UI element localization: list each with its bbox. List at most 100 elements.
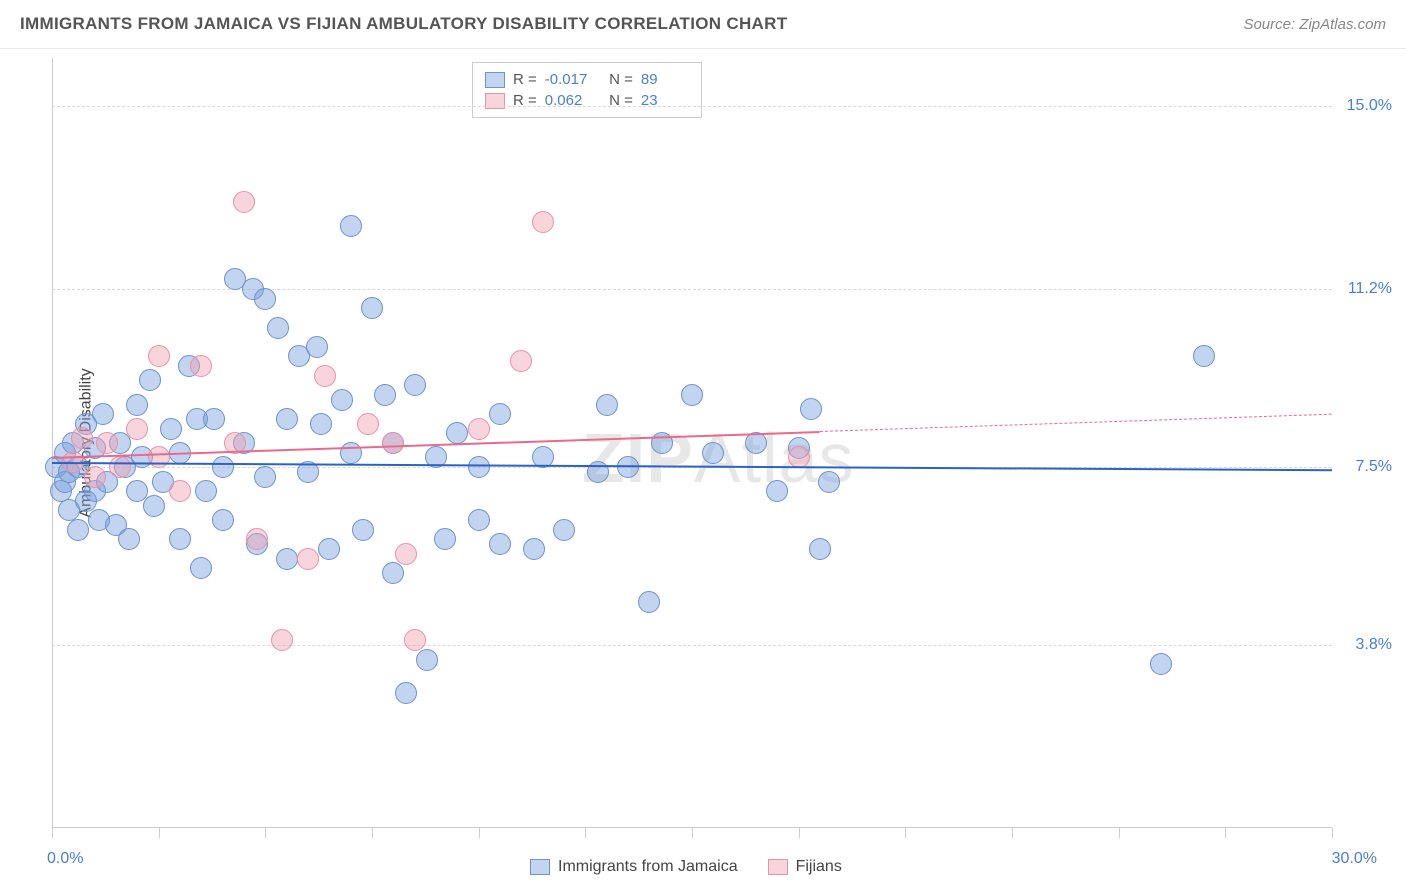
x-tick: [1225, 828, 1226, 838]
data-point: [596, 394, 618, 416]
series-legend-item: Fijians: [768, 858, 842, 876]
data-point: [195, 480, 217, 502]
stats-legend: R = -0.017 N = 89R = 0.062 N = 23: [472, 62, 702, 118]
data-point: [523, 538, 545, 560]
data-point: [126, 418, 148, 440]
data-point: [233, 191, 255, 213]
y-tick-label: 7.5%: [1356, 458, 1392, 476]
data-point: [788, 446, 810, 468]
x-max-label: 30.0%: [1332, 850, 1377, 868]
data-point: [310, 413, 332, 435]
data-point: [800, 398, 822, 420]
x-tick: [692, 828, 693, 838]
data-point: [532, 211, 554, 233]
chart-container: IMMIGRANTS FROM JAMAICA VS FIJIAN AMBULA…: [0, 0, 1406, 892]
data-point: [190, 557, 212, 579]
data-point: [169, 528, 191, 550]
chart-header: IMMIGRANTS FROM JAMAICA VS FIJIAN AMBULA…: [0, 0, 1406, 49]
y-tick-label: 3.8%: [1356, 636, 1392, 654]
x-tick: [1332, 828, 1333, 838]
chart-title: IMMIGRANTS FROM JAMAICA VS FIJIAN AMBULA…: [20, 14, 787, 34]
data-point: [96, 432, 118, 454]
data-point: [126, 394, 148, 416]
data-point: [395, 543, 417, 565]
data-point: [148, 345, 170, 367]
data-point: [267, 317, 289, 339]
data-point: [246, 528, 268, 550]
data-point: [109, 456, 131, 478]
stats-legend-row: R = 0.062 N = 23: [485, 90, 689, 111]
stat-n-value: 89: [641, 71, 689, 88]
data-point: [84, 466, 106, 488]
data-point: [71, 427, 93, 449]
data-point: [254, 288, 276, 310]
data-point: [404, 629, 426, 651]
data-point: [169, 480, 191, 502]
chart-source: Source: ZipAtlas.com: [1243, 16, 1386, 33]
trend-line: [820, 414, 1332, 432]
x-tick: [372, 828, 373, 838]
data-point: [306, 336, 328, 358]
data-point: [340, 215, 362, 237]
data-point: [395, 682, 417, 704]
x-tick: [52, 828, 53, 838]
stat-r-value: -0.017: [545, 71, 593, 88]
data-point: [271, 629, 293, 651]
data-point: [434, 528, 456, 550]
data-point: [212, 509, 234, 531]
data-point: [212, 456, 234, 478]
gridline: [52, 645, 1332, 646]
data-point: [468, 418, 490, 440]
data-point: [203, 408, 225, 430]
data-point: [190, 355, 212, 377]
data-point: [416, 649, 438, 671]
x-tick: [265, 828, 266, 838]
stat-r-label: R =: [513, 71, 537, 88]
data-point: [1193, 345, 1215, 367]
x-tick: [799, 828, 800, 838]
x-tick: [905, 828, 906, 838]
data-point: [139, 369, 161, 391]
data-point: [809, 538, 831, 560]
data-point: [681, 384, 703, 406]
legend-swatch: [530, 859, 550, 875]
data-point: [254, 466, 276, 488]
data-point: [352, 519, 374, 541]
x-tick: [1012, 828, 1013, 838]
data-point: [489, 533, 511, 555]
data-point: [331, 389, 353, 411]
x-tick: [585, 828, 586, 838]
data-point: [148, 446, 170, 468]
data-point: [143, 495, 165, 517]
y-tick-label: 11.2%: [1348, 280, 1392, 298]
data-point: [446, 422, 468, 444]
plot-area: Ambulatory Disability 0.0% 30.0% ZIPAtla…: [52, 58, 1332, 828]
data-point: [314, 365, 336, 387]
data-point: [276, 548, 298, 570]
data-point: [118, 528, 140, 550]
data-point: [382, 432, 404, 454]
x-tick: [1119, 828, 1120, 838]
data-point: [468, 509, 490, 531]
data-point: [374, 384, 396, 406]
x-min-label: 0.0%: [47, 850, 83, 868]
stats-legend-row: R = -0.017 N = 89: [485, 69, 689, 90]
data-point: [489, 403, 511, 425]
data-point: [553, 519, 575, 541]
data-point: [638, 591, 660, 613]
legend-swatch: [768, 859, 788, 875]
data-point: [340, 442, 362, 464]
series-legend-item: Immigrants from Jamaica: [530, 858, 738, 876]
data-point: [276, 408, 298, 430]
data-point: [160, 418, 182, 440]
x-tick: [479, 828, 480, 838]
stat-n-label: N =: [601, 71, 633, 88]
series-legend-label: Fijians: [796, 858, 842, 876]
data-point: [382, 562, 404, 584]
gridline: [52, 106, 1332, 107]
y-axis: [52, 58, 53, 828]
series-legend: Immigrants from Jamaica Fijians: [530, 858, 842, 876]
data-point: [67, 519, 89, 541]
data-point: [404, 374, 426, 396]
data-point: [1150, 653, 1172, 675]
